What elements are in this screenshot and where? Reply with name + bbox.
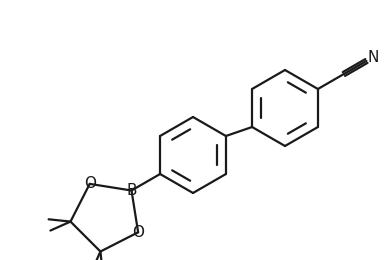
Text: O: O bbox=[84, 176, 96, 191]
Text: N: N bbox=[368, 49, 379, 64]
Text: O: O bbox=[132, 225, 144, 240]
Text: B: B bbox=[126, 183, 137, 198]
